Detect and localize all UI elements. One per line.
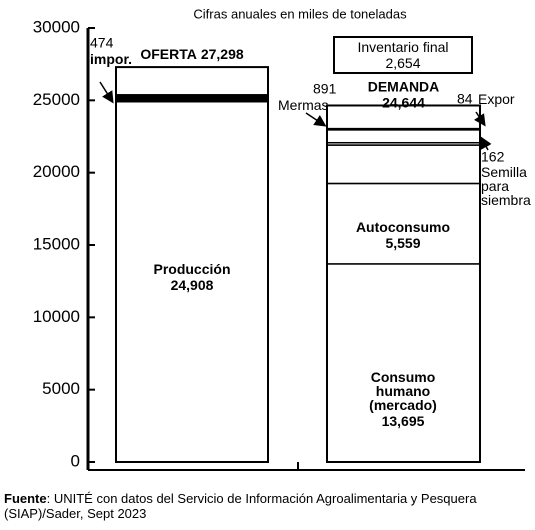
- bar-segment: [326, 144, 481, 185]
- source-label: Fuente: [4, 491, 47, 506]
- segment-value: 84: [457, 91, 473, 107]
- segment-name: Autoconsumo: [356, 219, 450, 235]
- segment-name: para: [481, 178, 509, 194]
- bar-segment: [326, 127, 481, 131]
- segment-name: (mercado): [369, 397, 437, 413]
- segment-name: humano: [376, 383, 430, 399]
- segment-name: Expor: [478, 91, 515, 107]
- segment-value: 474: [90, 35, 114, 51]
- segment-label: Consumo humano (mercado) 13,695: [369, 369, 437, 429]
- bar-segment: [326, 263, 481, 463]
- segment-name: siembra: [481, 192, 531, 208]
- y-tick-label: 30000: [33, 17, 80, 36]
- segment-label: Semilla para siembra: [481, 164, 531, 208]
- segment-value: 162: [481, 149, 505, 165]
- chart: Cifras anuales en miles de toneladas 0 50…: [33, 6, 531, 471]
- arrow: [305, 112, 327, 127]
- segment-name: impor.: [90, 51, 132, 67]
- segment-value: 891: [313, 81, 337, 97]
- bar-title: OFERTA 27,298: [140, 46, 244, 62]
- bar-total: [326, 104, 481, 464]
- segment-label: Mermas: [278, 97, 329, 113]
- y-tick-label: 5000: [42, 379, 80, 398]
- segment-value: 2,654: [385, 55, 420, 71]
- y-tick-label: 0: [71, 451, 80, 470]
- arrow: [99, 81, 114, 104]
- bar-segment: [115, 94, 269, 103]
- segment-label: Autoconsumo 5,559: [356, 219, 450, 251]
- chart-title: Cifras anuales en miles de toneladas: [193, 6, 407, 21]
- segment-label: Expor: [478, 91, 515, 107]
- arrow: [480, 136, 492, 151]
- y-tick-label: 10000: [33, 307, 80, 326]
- y-tick-label: 15000: [33, 234, 80, 253]
- segment-label: Inventario final 2,654: [357, 39, 448, 71]
- y-tick-label: 25000: [33, 90, 80, 109]
- label-box: [333, 36, 473, 74]
- segment-name: Semilla: [481, 164, 527, 180]
- segment-value: 5,559: [385, 235, 420, 251]
- segment-value: 13,695: [382, 413, 425, 429]
- bar-total-label: 27,298: [201, 46, 244, 62]
- segment-label: impor.: [90, 51, 132, 67]
- bar-name: DEMANDA: [368, 79, 440, 95]
- bar-name: OFERTA: [140, 46, 197, 62]
- bar-total-label: 24,644: [382, 95, 425, 111]
- segment-value: 24,908: [171, 277, 214, 293]
- bar-total: [115, 66, 269, 464]
- segment-name: Consumo: [371, 369, 436, 385]
- y-tick-label: 20000: [33, 162, 80, 181]
- segment-name: Inventario final: [357, 39, 448, 55]
- bar-segment: [326, 129, 481, 144]
- source: Fuente: UNITÉ con datos del Servicio de …: [4, 491, 529, 521]
- source-text: : UNITÉ con datos del Servicio de Inform…: [4, 491, 477, 521]
- segment-name: Producción: [153, 261, 230, 277]
- segment-name: Mermas: [278, 97, 329, 113]
- segment-label: Producción 24,908: [153, 261, 230, 293]
